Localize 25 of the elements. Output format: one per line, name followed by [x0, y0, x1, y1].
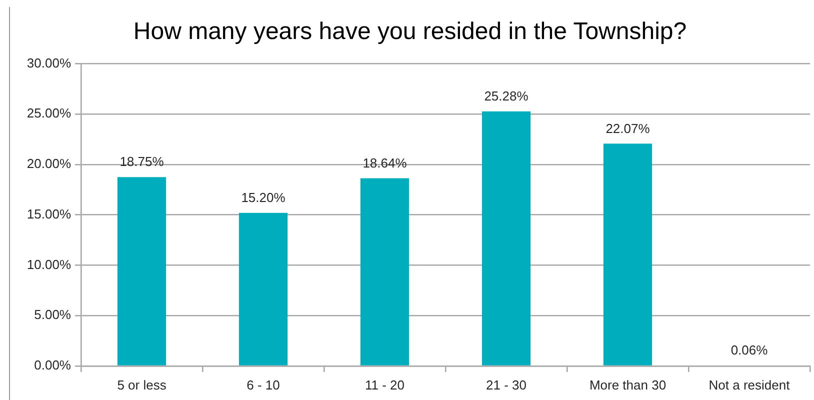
x-tick-label: 6 - 10 [246, 377, 280, 392]
data-label: 0.06% [730, 342, 768, 358]
bar [482, 111, 531, 366]
y-tick-label: 30.00% [26, 55, 72, 70]
x-tick-label: 5 or less [117, 377, 167, 392]
x-tick-label: 21 - 30 [486, 377, 526, 392]
chart-title: How many years have you resided in the Township? [133, 18, 687, 46]
bar [238, 212, 288, 366]
y-tick-label: 25.00% [26, 106, 72, 121]
y-tick-label: 0.00% [34, 358, 72, 373]
data-label: 15.20% [241, 190, 286, 205]
x-tick-label: More than 30 [589, 377, 666, 392]
data-label: 22.07% [606, 120, 650, 136]
x-tick-label: 11 - 20 [364, 377, 405, 392]
data-label: 18.75% [120, 154, 164, 170]
data-label: 18.64% [362, 155, 408, 170]
data-label: 25.28% [484, 88, 529, 104]
y-tick-label: 5.00% [34, 307, 72, 322]
bar [117, 177, 166, 366]
bar [360, 178, 410, 366]
bar [603, 144, 652, 366]
y-tick-label: 15.00% [26, 206, 72, 222]
x-tick-label: Not a resident [708, 377, 790, 392]
y-tick-label: 20.00% [26, 156, 72, 172]
y-tick-label: 10.00% [26, 256, 72, 272]
